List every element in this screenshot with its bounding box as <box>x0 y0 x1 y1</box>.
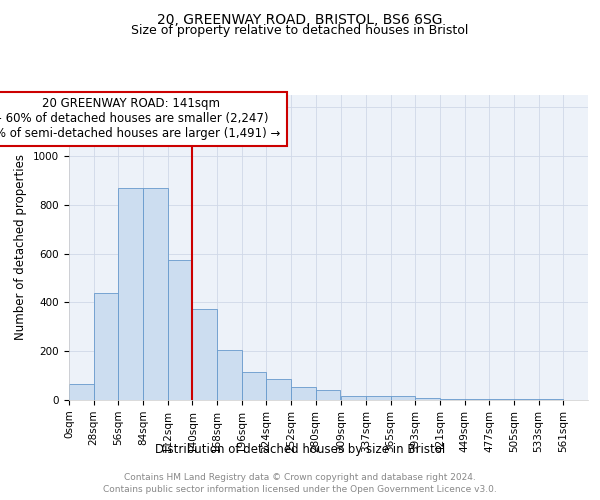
Bar <box>539 399 563 400</box>
Text: Distribution of detached houses by size in Bristol: Distribution of detached houses by size … <box>155 442 445 456</box>
Bar <box>341 396 366 400</box>
Bar <box>366 396 391 400</box>
Bar <box>415 398 440 400</box>
Bar <box>514 399 539 400</box>
Bar <box>490 399 514 400</box>
Bar <box>291 386 316 400</box>
Text: 20, GREENWAY ROAD, BRISTOL, BS6 6SG: 20, GREENWAY ROAD, BRISTOL, BS6 6SG <box>157 12 443 26</box>
Bar <box>440 399 464 400</box>
Text: Size of property relative to detached houses in Bristol: Size of property relative to detached ho… <box>131 24 469 37</box>
Bar <box>242 372 266 400</box>
Y-axis label: Number of detached properties: Number of detached properties <box>14 154 28 340</box>
Bar <box>464 399 490 400</box>
Text: Contains HM Land Registry data © Crown copyright and database right 2024.: Contains HM Land Registry data © Crown c… <box>124 472 476 482</box>
Bar <box>69 384 94 400</box>
Text: Contains public sector information licensed under the Open Government Licence v3: Contains public sector information licen… <box>103 485 497 494</box>
Bar <box>193 308 217 400</box>
Bar <box>316 390 340 400</box>
Text: 20 GREENWAY ROAD: 141sqm
← 60% of detached houses are smaller (2,247)
40% of sem: 20 GREENWAY ROAD: 141sqm ← 60% of detach… <box>0 98 281 140</box>
Bar <box>217 350 242 400</box>
Bar <box>143 188 167 400</box>
Bar <box>94 292 118 400</box>
Bar <box>391 396 415 400</box>
Bar <box>167 260 193 400</box>
Bar <box>266 380 291 400</box>
Bar <box>118 188 143 400</box>
